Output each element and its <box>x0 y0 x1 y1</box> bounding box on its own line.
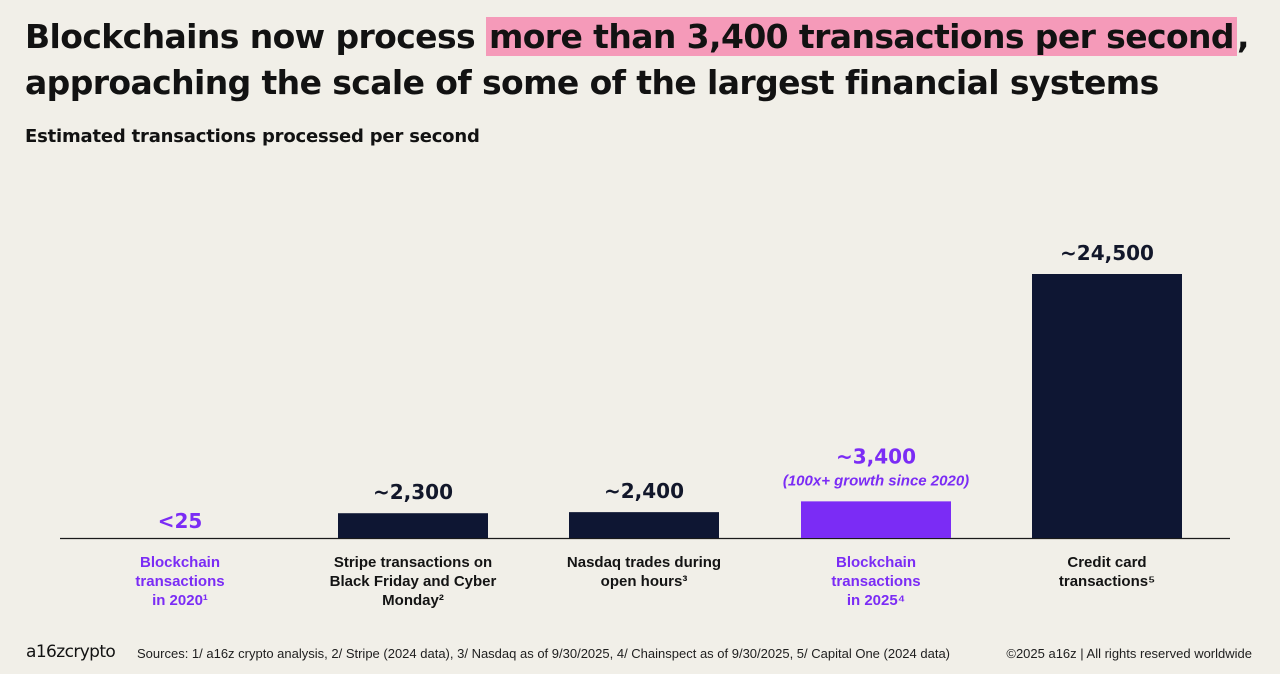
category-label-1-line-2: Monday² <box>382 592 444 609</box>
category-label-0-line-1: transactions <box>135 573 224 590</box>
value-label-4: ~24,500 <box>1060 241 1154 265</box>
chart-title: Estimated transactions processed per sec… <box>25 126 480 147</box>
category-label-0-line-2: in 2020¹ <box>152 592 208 609</box>
category-label-4-line-1: transactions⁵ <box>1059 573 1155 590</box>
bar-4 <box>1032 274 1182 538</box>
copyright-note: ©2025 a16z | All rights reserved worldwi… <box>1006 646 1252 661</box>
headline-suffix: , approaching the scale of some of the l… <box>25 17 1249 102</box>
category-label-0-line-0: Blockchain <box>140 554 220 571</box>
value-label-1: ~2,300 <box>373 480 453 504</box>
category-label-2-line-0: Nasdaq trades during <box>567 554 721 571</box>
bar-2 <box>569 512 719 538</box>
headline-prefix: Blockchains now process <box>25 17 486 56</box>
value-label-2: ~2,400 <box>604 479 684 503</box>
annotation-3: (100x+ growth since 2020) <box>783 472 969 489</box>
value-label-0: <25 <box>158 509 203 533</box>
category-label-3-line-2: in 2025⁴ <box>847 592 905 609</box>
category-label-3-line-1: transactions <box>831 573 920 590</box>
bar-3 <box>801 501 951 538</box>
value-label-3: ~3,400 <box>836 444 916 468</box>
category-label-4-line-0: Credit card <box>1067 554 1146 571</box>
bar-1 <box>338 513 488 538</box>
category-label-2-line-1: open hours³ <box>601 573 688 590</box>
a16zcrypto-logo: a16zcrypto <box>26 642 116 662</box>
category-label-1-line-1: Black Friday and Cyber <box>330 573 497 590</box>
category-label-1-line-0: Stripe transactions on <box>334 554 492 571</box>
sources-note: Sources: 1/ a16z crypto analysis, 2/ Str… <box>137 646 951 661</box>
headline: Blockchains now process more than 3,400 … <box>25 14 1265 106</box>
headline-highlight: more than 3,400 transactions per second <box>485 17 1237 56</box>
category-label-3-line-0: Blockchain <box>836 554 916 571</box>
